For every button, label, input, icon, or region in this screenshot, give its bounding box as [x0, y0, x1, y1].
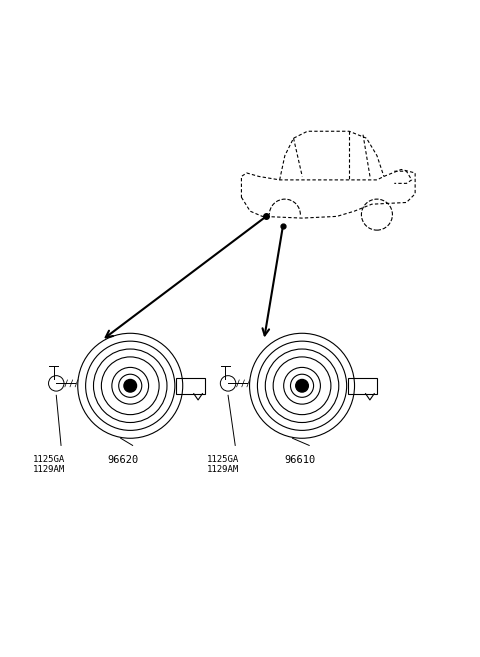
- Bar: [348, 378, 377, 394]
- Bar: [177, 378, 205, 394]
- Text: 96610: 96610: [284, 455, 315, 465]
- Circle shape: [124, 380, 136, 392]
- Text: 1125GA
1129AM: 1125GA 1129AM: [207, 455, 240, 474]
- Circle shape: [296, 380, 308, 392]
- Text: 96620: 96620: [108, 455, 139, 465]
- Text: 1125GA
1129AM: 1125GA 1129AM: [33, 455, 65, 474]
